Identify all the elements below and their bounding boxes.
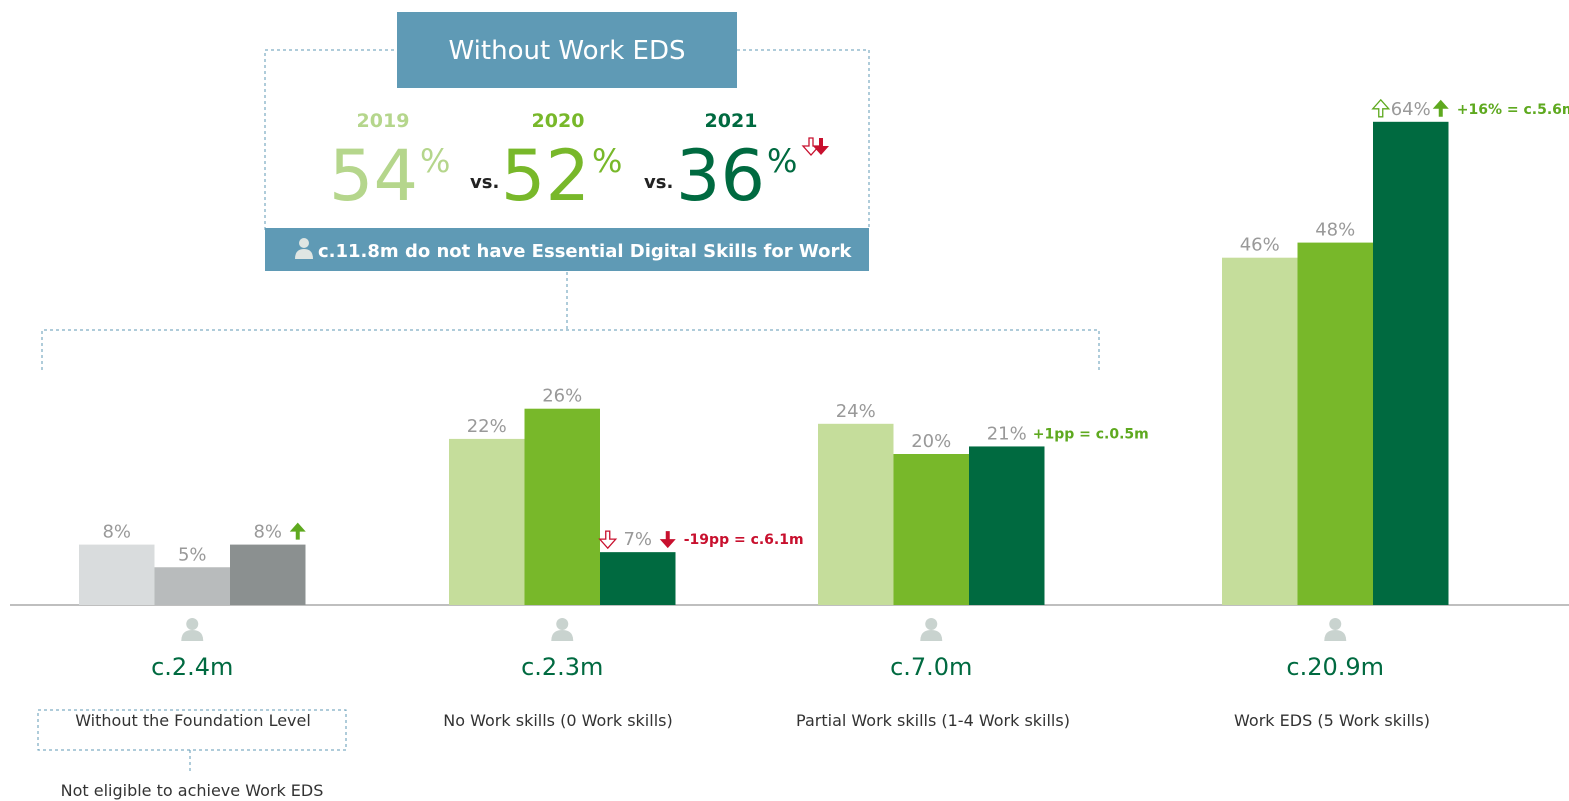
person-icon <box>1324 630 1347 641</box>
summary-unit: % <box>592 142 622 180</box>
trend-arrow <box>801 137 821 156</box>
connector <box>41 272 1100 370</box>
value-label: 21% <box>987 423 1027 444</box>
summary-box: Without Work EDS 2019 2020 2021 54 % vs.… <box>41 12 1100 370</box>
value-label: 26% <box>542 386 582 407</box>
summary-footer: c.11.8m do not have Essential Digital Sk… <box>318 241 852 262</box>
category-label: Partial Work skills (1-4 Work skills) <box>796 711 1070 730</box>
summary-value: 54 <box>329 135 418 217</box>
summary-value: 52 <box>501 135 590 217</box>
summary-separator: vs. <box>470 172 499 193</box>
summary-separator: vs. <box>644 172 673 193</box>
value-label: 20% <box>911 431 951 452</box>
person-icon <box>295 249 313 259</box>
person-icon <box>925 618 938 630</box>
summary-unit: % <box>420 142 450 180</box>
category-label: Work EDS (5 Work skills) <box>1234 711 1430 730</box>
bar <box>524 408 600 605</box>
value-label: 8% <box>102 522 131 543</box>
person-icon <box>299 238 309 248</box>
year-label: 2019 <box>357 110 410 132</box>
value-label: 8% <box>253 522 282 543</box>
bar <box>969 446 1045 605</box>
summary-footer-box <box>265 228 869 271</box>
summary-title-box <box>397 12 737 88</box>
bar <box>818 423 894 605</box>
bar <box>449 438 525 605</box>
value-label: 64% <box>1391 99 1431 120</box>
population-label: c.7.0m <box>890 653 972 681</box>
person-icon <box>181 630 204 641</box>
note: +1pp = c.0.5m <box>1033 426 1149 442</box>
bar <box>1373 121 1449 606</box>
population-label: c.2.4m <box>151 653 233 681</box>
summary-value: 36 <box>676 135 765 217</box>
person-icon <box>556 618 569 630</box>
note: +16% = c.5.6m <box>1457 102 1569 118</box>
bar-chart: 8% 5% 8% c.2.4m Without the Foundation Level… <box>75 99 1569 730</box>
value-label: 5% <box>178 544 207 565</box>
value-label: 46% <box>1240 235 1280 256</box>
value-label: 48% <box>1315 220 1355 241</box>
year-label: 2020 <box>532 110 585 132</box>
trend-arrow <box>659 531 676 549</box>
person-icon <box>551 630 574 641</box>
population-label: c.2.3m <box>521 653 603 681</box>
bar <box>79 544 155 605</box>
bar <box>154 567 230 605</box>
trend-arrow <box>1432 99 1449 117</box>
value-label: 7% <box>623 529 652 550</box>
person-icon <box>1329 618 1342 630</box>
note: -19pp = c.6.1m <box>684 532 804 548</box>
bar <box>230 544 306 605</box>
summary-unit: % <box>767 142 797 180</box>
bar <box>1222 257 1298 605</box>
year-label: 2021 <box>705 110 758 132</box>
trend-arrow <box>813 138 829 155</box>
population-label: c.20.9m <box>1286 653 1384 681</box>
person-icon <box>186 618 199 630</box>
category-label: No Work skills (0 Work skills) <box>443 711 672 730</box>
value-label: 24% <box>836 401 876 422</box>
trend-arrow <box>598 530 618 550</box>
bar <box>1297 242 1373 605</box>
bar <box>600 552 676 605</box>
value-label: 22% <box>467 416 507 437</box>
footnote: Not eligible to achieve Work EDS <box>61 781 324 800</box>
person-icon <box>920 630 943 641</box>
category-label: Without the Foundation Level <box>75 711 311 730</box>
trend-arrow <box>1371 98 1391 118</box>
summary-border <box>264 49 870 230</box>
trend-arrow <box>289 522 306 540</box>
bar <box>893 454 969 605</box>
summary-title: Without Work EDS <box>449 36 686 66</box>
